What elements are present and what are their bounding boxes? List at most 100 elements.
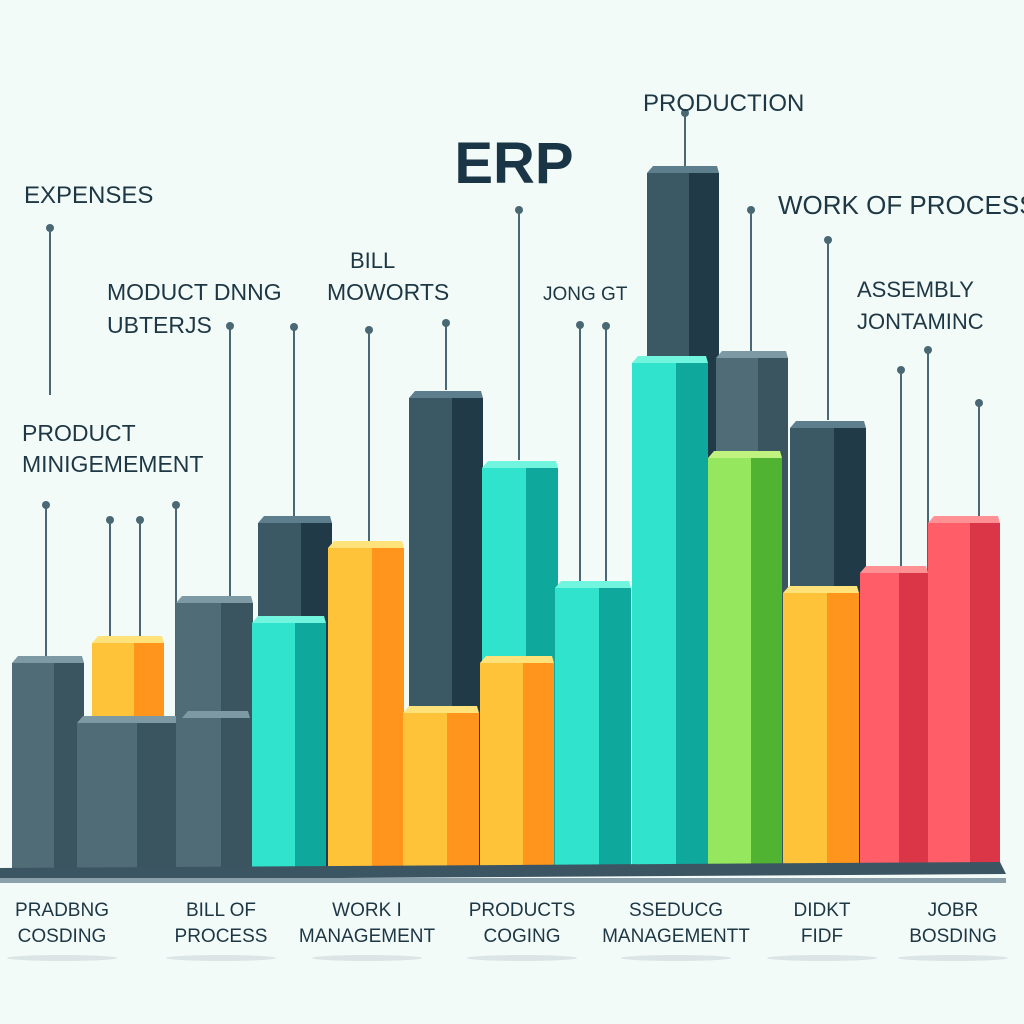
bar-16 xyxy=(708,451,782,868)
annotation-label-2: UBTERJS xyxy=(107,312,212,338)
leader-line-0 xyxy=(46,224,54,395)
bar-top xyxy=(555,581,631,588)
bar-18 xyxy=(783,586,859,868)
category-line-1: BOSDING xyxy=(909,926,997,947)
leader-line-9 xyxy=(515,206,523,460)
bar-20 xyxy=(928,516,1000,868)
label-shadow xyxy=(621,955,731,961)
leader-knob xyxy=(290,323,298,331)
bar-top xyxy=(92,636,164,643)
category-label-3: PRODUCTS COGING xyxy=(469,900,576,947)
category-label-4: SSEDUCG MANAGEMENTT xyxy=(602,900,750,947)
bar-side xyxy=(751,458,782,868)
bar-front xyxy=(77,723,137,868)
category-line-0: JOBR xyxy=(928,900,979,921)
label-shadow xyxy=(898,955,1008,961)
leader-knob xyxy=(46,224,54,232)
leader-line-8 xyxy=(442,319,450,390)
leader-knob xyxy=(515,206,523,214)
category-line-1: FIDF xyxy=(801,926,843,947)
bar-side xyxy=(599,588,631,868)
bar-top xyxy=(647,166,719,173)
bar-top xyxy=(482,461,558,468)
category-line-1: MANAGEMENT xyxy=(299,926,436,947)
category-line-1: PROCESS xyxy=(175,926,268,947)
bar-top xyxy=(403,706,479,713)
category-label-0: PRADBNG COSDING xyxy=(15,900,109,947)
bar-top xyxy=(708,451,782,458)
leader-line-3 xyxy=(136,516,144,640)
annotation-label-11: MINIGEMEMENT xyxy=(22,451,203,477)
bar-top xyxy=(928,516,1000,523)
bar-side xyxy=(295,623,326,868)
bar-top xyxy=(77,716,181,723)
bar-4 xyxy=(182,711,250,868)
bar-11 xyxy=(480,656,554,868)
bar-top xyxy=(783,586,859,593)
annotation-label-3: BILL xyxy=(350,248,395,273)
bar-top xyxy=(12,656,84,663)
category-label-5: DIDKT FIDF xyxy=(794,900,851,947)
category-line-0: PRADBNG xyxy=(15,900,109,921)
bar-side xyxy=(372,548,404,868)
bar-top xyxy=(480,656,554,663)
category-line-0: SSEDUCG xyxy=(629,900,723,921)
bar-14 xyxy=(632,356,708,868)
bar-front xyxy=(555,588,599,868)
chart-title: ERP xyxy=(454,131,573,196)
bar-2 xyxy=(77,716,181,868)
bar-top xyxy=(632,356,708,363)
label-shadow xyxy=(312,955,422,961)
bar-top xyxy=(182,711,250,718)
bar-side xyxy=(221,718,250,868)
annotation-label-5: JONG GT xyxy=(543,284,628,305)
label-shadow xyxy=(166,955,276,961)
leader-knob xyxy=(602,322,610,330)
annotation-label-8: ASSEMBLY xyxy=(857,277,974,302)
bar-front xyxy=(632,363,676,868)
bar-front xyxy=(783,593,827,868)
bar-side xyxy=(899,573,928,868)
bar-6 xyxy=(252,616,326,868)
category-line-0: DIDKT xyxy=(794,900,851,921)
annotation-label-1: MODUCT DNNG xyxy=(107,279,282,305)
bar-front xyxy=(403,713,447,868)
bar-side xyxy=(827,593,859,868)
leader-knob xyxy=(106,516,114,524)
bar-front xyxy=(928,523,970,868)
category-line-0: WORK I xyxy=(332,900,402,921)
bar-top xyxy=(258,516,332,523)
bar-top xyxy=(409,391,483,398)
chart-platform xyxy=(0,862,1006,880)
bar-top xyxy=(860,566,928,573)
category-line-0: PRODUCTS xyxy=(469,900,576,921)
bar-front xyxy=(708,458,751,868)
annotation-label-9: JONTAMINC xyxy=(857,309,984,334)
leader-knob xyxy=(226,322,234,330)
leader-knob xyxy=(975,399,983,407)
bar-top xyxy=(716,351,788,358)
label-shadow xyxy=(767,955,877,961)
leader-line-14 xyxy=(824,236,832,420)
leader-knob xyxy=(576,321,584,329)
category-label-2: WORK I MANAGEMENT xyxy=(299,900,436,947)
bar-side xyxy=(447,713,479,868)
bar-front xyxy=(252,623,295,868)
bar-side xyxy=(970,523,1000,868)
leader-line-12 xyxy=(681,109,689,170)
bar-9 xyxy=(403,706,479,868)
category-label-1: BILL OF PROCESS xyxy=(175,900,268,947)
annotation-label-10: PRODUCT xyxy=(22,420,136,446)
leader-line-6 xyxy=(290,323,298,520)
bar-front xyxy=(480,663,523,868)
leader-line-17 xyxy=(975,399,983,520)
leader-knob xyxy=(42,501,50,509)
bar-13 xyxy=(555,581,631,868)
leader-knob xyxy=(897,366,905,374)
bar-side xyxy=(523,663,554,868)
category-line-1: COSDING xyxy=(18,926,107,947)
bar-19 xyxy=(860,566,928,868)
leader-knob xyxy=(442,319,450,327)
